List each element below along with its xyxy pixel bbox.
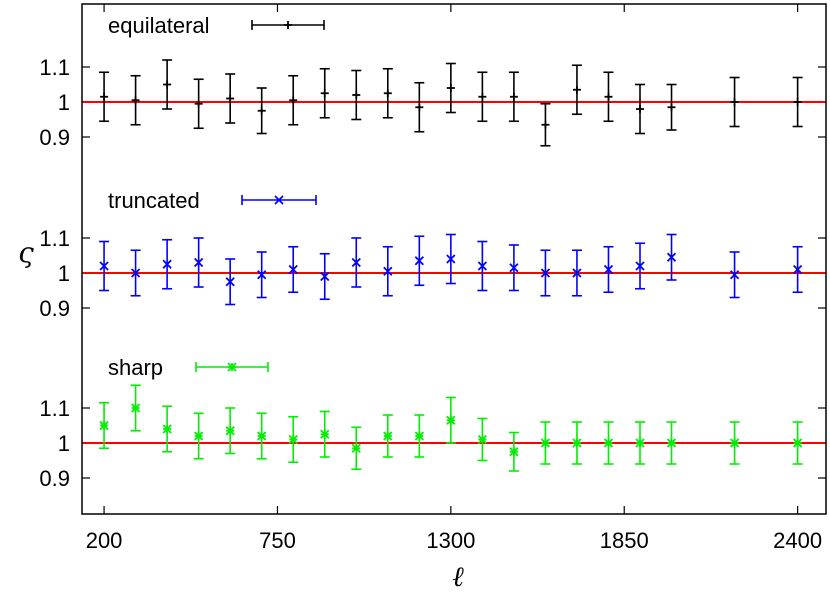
data-point [635,261,645,271]
data-point [257,431,267,441]
data-point [477,434,488,445]
data-point [130,268,141,278]
data-point [383,266,393,276]
data-point [446,415,456,425]
legend-marker [284,21,292,29]
data-point [289,96,298,105]
data-point [288,434,298,445]
data-point [666,438,677,448]
data-point [162,424,172,434]
data-point [667,103,676,112]
data-point [540,268,551,278]
x-tick-label: 750 [259,528,296,553]
data-point [163,80,172,89]
data-point [666,252,677,262]
y-tick-label: 0.9 [39,296,70,321]
data-point [288,264,298,275]
data-point [162,259,172,269]
legend-label-sharp: sharp [108,355,163,380]
data-point [729,270,740,280]
data-point [414,256,424,266]
data-point [478,92,487,101]
data-point [792,264,803,275]
data-point [636,105,644,113]
data-point [225,277,235,287]
data-point [99,261,109,271]
data-point [131,96,140,105]
y-tick-label: 1 [58,90,70,115]
data-point [572,438,582,448]
y-tick-label: 1 [58,261,70,286]
data-point [603,438,614,448]
data-point [383,89,392,98]
data-point [792,438,803,448]
data-point [414,431,424,441]
data-point [320,271,330,282]
data-point [509,92,518,101]
legend-label-truncated: truncated [108,188,200,213]
data-point [446,84,455,92]
y-axis-label: ς [18,236,34,269]
data-point [383,431,393,441]
legend-marker [227,362,237,372]
data-point [194,431,204,441]
x-tick-label: 2400 [773,528,822,553]
legend-marker [274,195,284,205]
data-point [194,99,203,108]
x-axis-label: ℓ [452,560,464,592]
data-point [351,257,361,268]
data-point [351,443,361,453]
data-point [226,94,235,103]
y-tick-label: 1 [58,431,70,456]
data-point [635,438,645,448]
data-point [415,103,424,112]
data-point [320,89,329,98]
x-tick-label: 200 [86,528,123,553]
y-tick-label: 0.9 [39,466,70,491]
y-tick-label: 0.9 [39,125,70,150]
data-point [352,91,361,99]
data-point [509,447,519,457]
data-point [130,403,141,413]
data-point [540,438,551,448]
data-point [730,98,739,106]
plot-frame [81,3,827,515]
legend-label-equilateral: equilateral [108,13,210,38]
data-point [446,254,456,264]
data-point [729,438,740,448]
data-point [257,106,266,115]
x-tick-label: 1850 [600,528,649,553]
data-point [477,261,488,271]
data-point [194,257,204,268]
data-point [541,120,550,129]
data-point [603,264,614,275]
data-point [604,92,613,101]
data-point [572,268,582,278]
data-point [225,426,235,436]
y-tick-label: 1.1 [39,226,70,251]
x-tick-label: 1300 [426,528,475,553]
data-point [572,85,581,94]
y-tick-label: 1.1 [39,396,70,421]
data-point [320,429,330,439]
plot-area: 200 750 1300 1850 2400 0.9 1 1.1 equilateral 0.9 1… [39,3,827,553]
data-point [99,420,109,431]
data-point [257,270,267,280]
y-tick-label: 1.1 [39,55,70,80]
data-point [793,98,802,106]
data-point [509,263,519,273]
data-point [100,92,109,101]
